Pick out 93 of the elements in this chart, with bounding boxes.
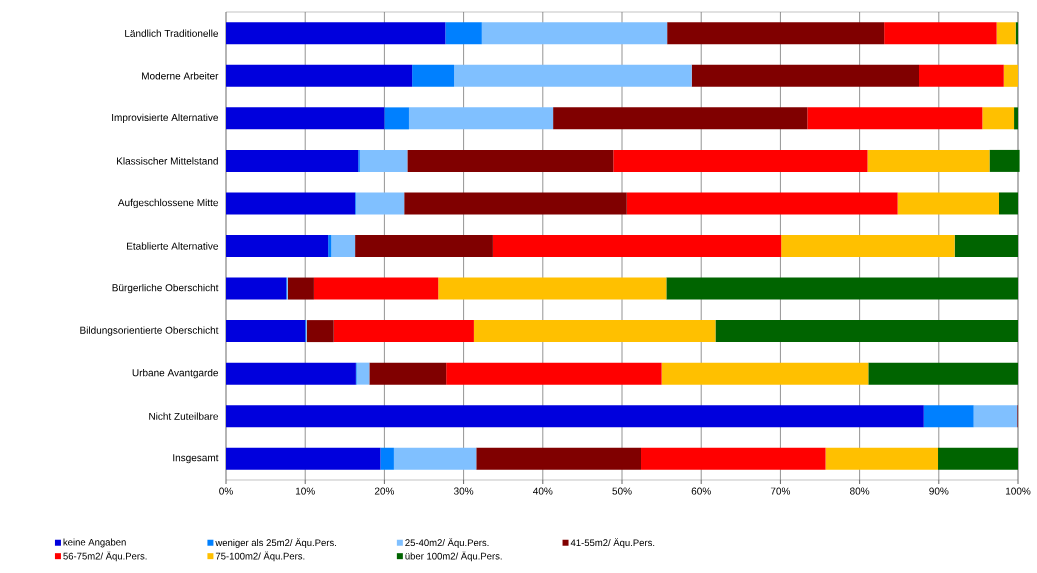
x-tick-label: 60% <box>691 487 711 495</box>
bar <box>333 320 474 343</box>
bar <box>356 362 370 385</box>
y-tick-label: Aufgeschlossene Mitte <box>117 198 219 209</box>
bar <box>867 149 990 172</box>
y-tick-label: Klassischer Mittelstand <box>117 157 218 165</box>
bar <box>226 107 385 130</box>
bar <box>626 192 898 215</box>
bar <box>666 277 1019 300</box>
bar <box>476 447 642 470</box>
bar <box>393 447 477 470</box>
legend-label: 25-40m2/ Äqu.Pers. <box>405 538 489 548</box>
bar <box>446 362 662 385</box>
bar <box>661 362 869 385</box>
bar <box>553 107 808 130</box>
y-tick-label: Etablierte Alternative <box>127 242 219 250</box>
x-tick-label: 90% <box>929 487 949 495</box>
x-tick-label: 0% <box>219 487 233 495</box>
bar <box>226 22 446 45</box>
bar <box>999 192 1019 215</box>
bar <box>868 362 1019 385</box>
x-tick-label: 80% <box>850 487 870 495</box>
bar <box>226 64 413 87</box>
bar <box>226 362 356 385</box>
y-tick-label: Ländlich Traditionelle <box>125 29 219 37</box>
x-tick-label: 40% <box>533 487 553 495</box>
y-tick-label: Bildungsorientierte Oberschicht <box>80 326 219 336</box>
legend-label: über 100m2/ Äqu.Pers. <box>405 551 502 562</box>
bar <box>384 107 409 130</box>
x-tick-label: 20% <box>374 487 395 495</box>
bar <box>226 149 359 172</box>
bar <box>328 235 332 257</box>
bar <box>825 447 939 470</box>
bar <box>287 277 314 300</box>
bar <box>473 320 716 343</box>
bar <box>973 405 1018 428</box>
bar <box>954 235 1019 257</box>
x-tick-label: 30% <box>453 487 474 495</box>
bar <box>1014 107 1019 130</box>
x-tick-label: 50% <box>612 487 632 495</box>
bar <box>412 64 455 87</box>
bar <box>226 277 287 300</box>
bar <box>226 192 356 215</box>
bar <box>715 320 1019 343</box>
bar <box>667 22 885 45</box>
x-tick-label: 100% <box>1005 487 1031 495</box>
y-tick-label: Moderne Arbeiter <box>142 72 219 80</box>
x-tick-label: 70% <box>770 487 791 495</box>
bar <box>438 277 667 300</box>
y-tick-label: Improvisierte Alternative <box>112 113 219 124</box>
bar <box>613 149 868 172</box>
x-tick-label: 10% <box>295 487 315 495</box>
bar <box>897 192 999 215</box>
bar <box>226 235 329 257</box>
bar <box>226 405 924 428</box>
bar <box>989 149 1020 172</box>
bar <box>226 447 381 470</box>
y-tick-label: Urbane Avantgarde <box>132 368 219 379</box>
bar <box>641 447 826 470</box>
bar <box>355 235 493 257</box>
bar <box>408 107 554 130</box>
bar <box>884 22 997 45</box>
bar <box>1003 64 1019 87</box>
bar <box>923 405 974 428</box>
bar <box>380 447 394 470</box>
y-tick-label: Insgesamt <box>173 454 219 464</box>
bar <box>359 149 408 172</box>
bar <box>313 277 439 300</box>
bar <box>982 107 1015 130</box>
bar <box>306 320 334 343</box>
bar <box>454 64 692 87</box>
bar <box>807 107 983 130</box>
bar <box>407 149 614 172</box>
bar <box>919 64 1004 87</box>
y-tick-label: Nicht Zuteilbare <box>149 412 219 420</box>
bar <box>445 22 482 45</box>
legend-label: keine Angaben <box>63 538 126 548</box>
legend-label: weniger als 25m2/ Äqu.Pers. <box>215 538 336 548</box>
bar <box>781 235 955 257</box>
bar <box>331 235 356 257</box>
bar <box>996 22 1016 45</box>
bar <box>226 320 306 343</box>
bar <box>938 447 1019 470</box>
legend-label: 56-75m2/ Äqu.Pers. <box>63 551 147 562</box>
bar <box>492 235 782 257</box>
legend-label: 41-55m2/ Äqu.Pers. <box>570 538 655 548</box>
bar <box>481 22 668 45</box>
y-tick-label: Bürgerliche Oberschicht <box>112 283 219 294</box>
bar <box>404 192 627 215</box>
bar <box>369 362 447 385</box>
legend-label: 75-100m2/ Äqu.Pers. <box>215 551 305 562</box>
bar <box>355 192 405 215</box>
bar <box>691 64 920 87</box>
